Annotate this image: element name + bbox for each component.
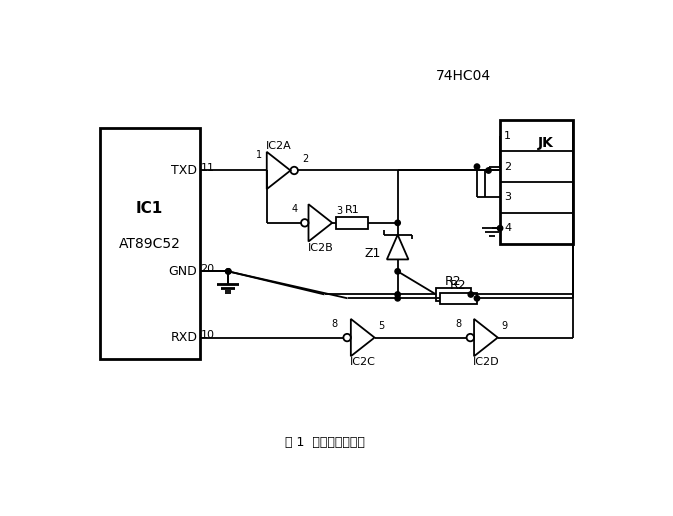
Text: 20: 20 — [201, 264, 215, 274]
Text: R2: R2 — [450, 279, 467, 292]
Text: IC2B: IC2B — [308, 243, 333, 253]
Text: RXD: RXD — [170, 331, 197, 344]
Text: 10: 10 — [201, 330, 215, 340]
Text: 3: 3 — [336, 206, 342, 216]
Circle shape — [225, 269, 231, 274]
Text: R1: R1 — [345, 205, 359, 215]
Circle shape — [486, 168, 491, 173]
Text: 74HC04: 74HC04 — [435, 69, 491, 83]
Text: AT89C52: AT89C52 — [118, 237, 180, 251]
Bar — [100, 128, 200, 359]
Text: IC2A: IC2A — [266, 141, 291, 151]
Text: 2: 2 — [302, 154, 308, 164]
Circle shape — [497, 225, 503, 231]
Text: 11: 11 — [201, 163, 215, 173]
Text: 图 1  接口电路原理图: 图 1 接口电路原理图 — [285, 436, 365, 449]
Text: 1: 1 — [256, 150, 262, 160]
Bar — [440, 293, 477, 304]
Text: 3: 3 — [504, 192, 511, 202]
Text: 8: 8 — [332, 319, 338, 329]
Text: IC2C: IC2C — [350, 358, 376, 367]
Circle shape — [474, 164, 480, 169]
Text: IC2D: IC2D — [472, 358, 499, 367]
Circle shape — [395, 292, 400, 297]
Text: 2: 2 — [504, 162, 511, 172]
Circle shape — [395, 220, 400, 225]
Circle shape — [474, 296, 480, 301]
Bar — [436, 288, 471, 301]
Text: IC1: IC1 — [136, 201, 164, 217]
Circle shape — [395, 269, 400, 274]
Text: 4: 4 — [291, 204, 297, 214]
Circle shape — [225, 269, 231, 274]
Bar — [336, 217, 368, 229]
Text: TXD: TXD — [172, 164, 197, 177]
Bar — [500, 120, 573, 244]
Text: 1: 1 — [504, 131, 511, 141]
Text: 9: 9 — [501, 321, 507, 331]
Text: 5: 5 — [378, 321, 385, 331]
Text: JK: JK — [538, 136, 553, 150]
Text: Z1: Z1 — [364, 247, 381, 260]
Text: 4: 4 — [504, 223, 511, 233]
Text: 8: 8 — [455, 319, 461, 329]
Circle shape — [395, 296, 400, 301]
Text: R2: R2 — [445, 275, 462, 288]
Circle shape — [468, 292, 474, 297]
Text: GND: GND — [169, 265, 197, 278]
